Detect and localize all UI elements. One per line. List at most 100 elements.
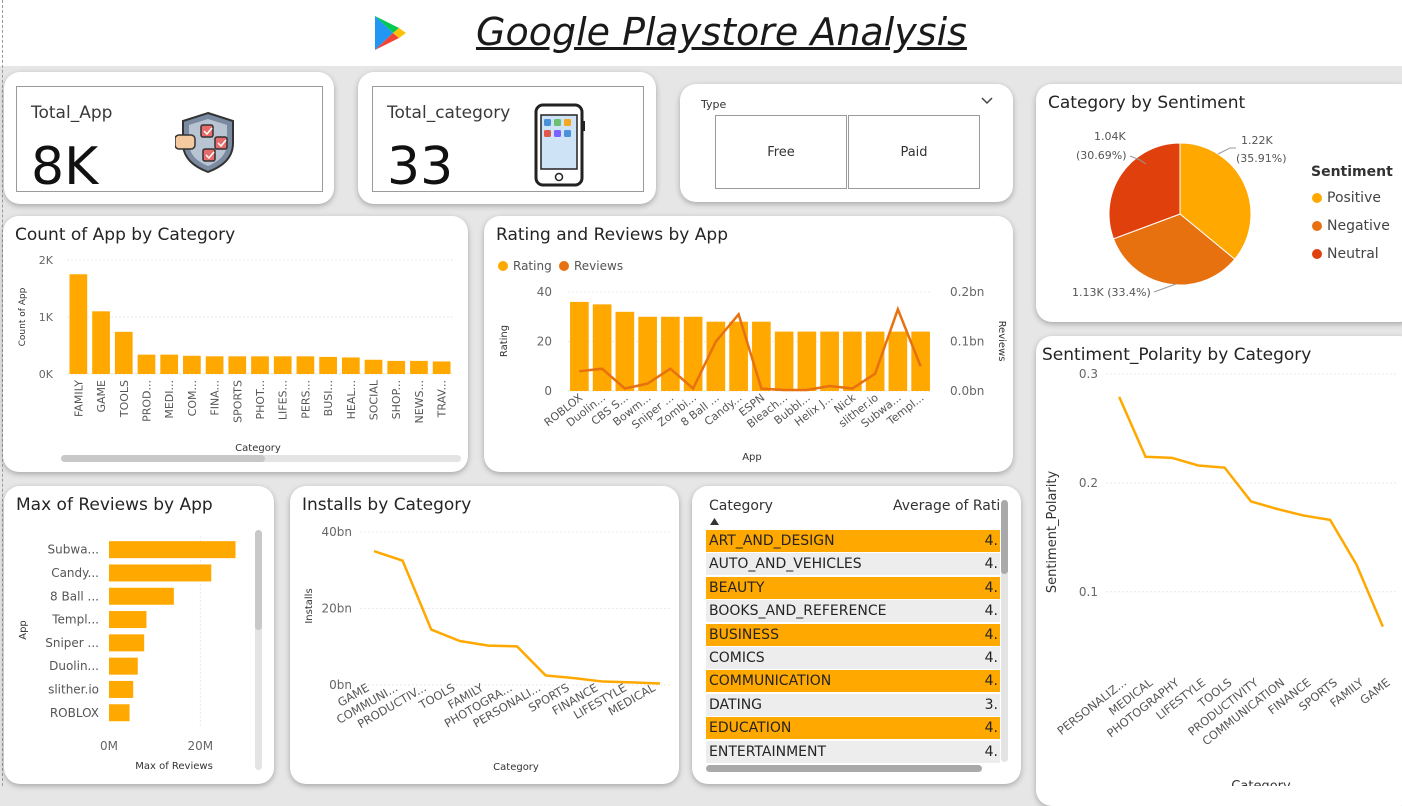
horizontal-scrollbar-thumb[interactable]: [61, 455, 265, 462]
legend-label: Neutral: [1327, 246, 1379, 262]
table-row[interactable]: COMMUNICATION 4.: [706, 670, 1000, 692]
bar: [319, 357, 337, 374]
installs-chart: 0bn20bn40bnInstallsGAMECOMMUNI...PRODUCT…: [290, 486, 679, 784]
max-reviews-chart: Subwa...Candy...8 Ball ...Templ...Sniper…: [4, 486, 274, 784]
bar: [274, 356, 292, 374]
y-tick-label-left: 0: [544, 384, 552, 398]
y-tick-label: slither.io: [48, 682, 99, 696]
total-app-label: Total_App: [31, 103, 112, 123]
y-tick-label: 2K: [39, 254, 54, 267]
y-axis-label: Count of App: [18, 287, 28, 346]
bar: [138, 355, 156, 374]
table-cell-category: ART_AND_DESIGN: [709, 533, 835, 549]
y-tick-label: Candy...: [51, 566, 99, 580]
bar: [109, 588, 174, 605]
table-row[interactable]: BEAUTY 4.: [706, 577, 1000, 599]
x-tick-label: SOCIAL: [368, 379, 381, 420]
rating-bar: [775, 332, 794, 391]
table-cell-average-rating: 4.: [985, 744, 998, 760]
rating-bar: [889, 332, 908, 391]
x-tick-label: SHOP...: [390, 380, 403, 419]
table-row[interactable]: BUSINESS 4.: [706, 624, 1000, 646]
table-row[interactable]: AUTO_AND_VEHICLES 4.: [706, 553, 1000, 575]
bar: [109, 541, 235, 558]
chevron-down-icon[interactable]: [980, 96, 994, 106]
bar: [297, 356, 315, 374]
total-category-label: Total_category: [387, 103, 510, 123]
x-tick-label: SPORTS: [231, 380, 244, 423]
table-row[interactable]: ENTERTAINMENT 4.: [706, 741, 1000, 763]
x-tick-label: NEWS...: [413, 380, 426, 424]
x-tick-label: PROD...: [140, 380, 153, 422]
table-cell-category: COMICS: [709, 650, 765, 666]
rating-reviews-chart: Rating Reviews 0 20 40 0.0bn 0.1bn 0.2bn Rating R…: [484, 216, 1013, 472]
legend-item-positive: Positive: [1312, 190, 1381, 206]
y-tick-label: 0.1: [1079, 585, 1098, 599]
x-tick-label: FAMILY: [72, 380, 85, 417]
table-cell-category: EDUCATION: [709, 720, 791, 736]
table-cell-average-rating: 4.: [985, 650, 998, 666]
legend-label: Negative: [1327, 218, 1390, 234]
table-vertical-scrollbar-thumb[interactable]: [1001, 500, 1008, 574]
slicer-title: Type: [701, 98, 726, 111]
bar: [160, 355, 178, 374]
rating-bar: [661, 317, 680, 391]
smartphone-icon: [533, 103, 587, 187]
table-cell-category: BOOKS_AND_REFERENCE: [709, 603, 886, 619]
rating-bar: [798, 332, 817, 391]
rating-bar: [593, 304, 612, 391]
table-row[interactable]: EDUCATION 4.: [706, 717, 1000, 739]
y-tick-label-left: 40: [537, 285, 552, 299]
x-tick-label: GAME: [95, 380, 108, 413]
table-cell-average-rating: 4.: [985, 673, 998, 689]
table-row[interactable]: COMICS 4.: [706, 647, 1000, 669]
total-app-box: Total_App 8K: [16, 86, 323, 192]
max-reviews-card: Max of Reviews by App Subwa... Candy... 8 …: [4, 486, 274, 784]
y-tick-label-right: 0.0bn: [950, 384, 984, 398]
table-cell-category: ENTERTAINMENT: [709, 744, 826, 760]
table-row[interactable]: DATING 3.: [706, 694, 1000, 716]
pie-label: 1.13K (33.4%): [1072, 286, 1151, 299]
category-sentiment-card: Category by Sentiment 1.22K (35.91%) 1.13K…: [1036, 84, 1402, 322]
slicer-option-paid[interactable]: Paid: [848, 115, 980, 189]
x-axis-label: Category: [493, 762, 539, 773]
legend-label: Positive: [1327, 190, 1381, 206]
table-cell-category: DATING: [709, 697, 762, 713]
bar: [109, 611, 146, 628]
y-tick-label: ROBLOX: [50, 706, 99, 720]
vertical-scrollbar-thumb[interactable]: [255, 530, 262, 630]
installs-line: [374, 551, 660, 683]
type-slicer-card: Type Free Paid: [680, 84, 1013, 202]
x-tick-label: 0M: [100, 739, 118, 753]
table-row[interactable]: ART_AND_DESIGN 4.: [706, 530, 1000, 552]
bar: [228, 356, 246, 374]
legend-dot: [1312, 193, 1322, 203]
table-header-category[interactable]: Category: [709, 498, 773, 514]
pie-label: 1.22K: [1241, 134, 1273, 147]
table-cell-category: AUTO_AND_VEHICLES: [709, 556, 862, 572]
rating-bar: [820, 332, 839, 391]
total-app-card: Total_App 8K: [4, 72, 334, 204]
x-axis-label: Max of Reviews: [135, 761, 213, 772]
y-tick-label: Templ...: [51, 613, 99, 627]
table-cell-average-rating: 4.: [985, 603, 998, 619]
sort-ascending-icon[interactable]: [710, 518, 719, 525]
table-horizontal-scrollbar[interactable]: [706, 765, 982, 772]
pie-label: 1.04K: [1094, 130, 1126, 143]
table-cell-average-rating: 4.: [985, 627, 998, 643]
table-row[interactable]: BOOKS_AND_REFERENCE 4.: [706, 600, 1000, 622]
y-axis-label-right: Reviews: [996, 321, 1007, 362]
legend-marker: [559, 261, 569, 271]
bar: [69, 274, 87, 374]
y-tick-label: 1K: [39, 311, 54, 324]
bar: [387, 361, 405, 374]
total-app-value: 8K: [31, 137, 98, 197]
bar: [206, 356, 224, 374]
legend-item-negative: Negative: [1312, 218, 1390, 234]
y-axis-label-left: Rating: [499, 325, 510, 357]
sentiment-polarity-chart: 0.10.20.3Sentiment_PolarityPERSONALIZ...…: [1036, 336, 1402, 786]
bar: [109, 658, 138, 675]
slicer-option-free[interactable]: Free: [715, 115, 847, 189]
y-tick-label-right: 0.2bn: [950, 285, 984, 299]
table-header-average-rating[interactable]: Average of Ratin: [893, 498, 1001, 514]
